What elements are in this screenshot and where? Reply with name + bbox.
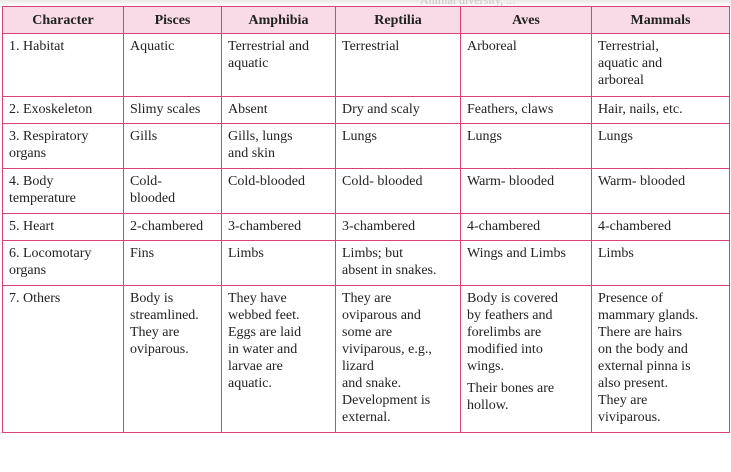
header-aves: Aves: [460, 6, 592, 34]
bleed-text: Animal diversity, ...: [420, 0, 516, 7]
row-label: 4. Body temperature: [2, 168, 124, 214]
table-row: 1. Habitat Aquatic Terrestrial and aquat…: [2, 33, 730, 97]
cell-reptilia: 3-chambered: [335, 213, 461, 241]
cell-aves: Lungs: [460, 123, 592, 169]
table-row: 7. Others Body is streamlined. They are …: [2, 285, 730, 433]
row-label: 3. Respiratory organs: [2, 123, 124, 169]
table-row: 3. Respiratory organs Gills Gills, lungs…: [2, 123, 730, 169]
cell-reptilia: They are oviparous and some are viviparo…: [335, 285, 461, 433]
cell-reptilia: Lungs: [335, 123, 461, 169]
cell-pisces: Aquatic: [123, 33, 222, 97]
aves-bones-note: Their bones are hollow.: [467, 381, 555, 413]
cell-mammals: 4-chambered: [591, 213, 730, 241]
table-row: 4. Body temperature Cold- blooded Cold-b…: [2, 168, 730, 214]
table-row: 5. Heart 2-chambered 3-chambered 3-chamb…: [2, 213, 730, 241]
header-reptilia: Reptilia: [335, 6, 461, 34]
cell-amphibia: Absent: [221, 96, 336, 124]
cell-aves: Feathers, claws: [460, 96, 592, 124]
cell-mammals: Terrestrial, aquatic and arboreal: [591, 33, 730, 97]
cell-mammals: Warm- blooded: [591, 168, 730, 214]
cell-pisces: Gills: [123, 123, 222, 169]
cell-amphibia: Terrestrial and aquatic: [221, 33, 336, 97]
cell-reptilia: Terrestrial: [335, 33, 461, 97]
cell-aves: Body is covered by feathers and forelimb…: [460, 285, 592, 433]
cell-mammals: Presence of mammary glands. There are ha…: [591, 285, 730, 433]
row-label: 7. Others: [2, 285, 124, 433]
cell-amphibia: Limbs: [221, 240, 336, 286]
cell-reptilia: Dry and scaly: [335, 96, 461, 124]
cell-mammals: Lungs: [591, 123, 730, 169]
table-row: 2. Exoskeleton Slimy scales Absent Dry a…: [2, 96, 730, 124]
cell-pisces: Cold- blooded: [123, 168, 222, 214]
cell-pisces: 2-chambered: [123, 213, 222, 241]
header-amphibia: Amphibia: [221, 6, 336, 34]
comparison-table: Character Pisces Amphibia Reptilia Aves …: [2, 6, 730, 433]
cell-aves: Wings and Limbs: [460, 240, 592, 286]
row-label: 6. Locomotary organs: [2, 240, 124, 286]
cell-amphibia: They have webbed feet. Eggs are laid in …: [221, 285, 336, 433]
header-character: Character: [2, 6, 124, 34]
cell-amphibia: Gills, lungs and skin: [221, 123, 336, 169]
cell-amphibia: Cold-blooded: [221, 168, 336, 214]
row-label: 5. Heart: [2, 213, 124, 241]
cell-amphibia: 3-chambered: [221, 213, 336, 241]
cell-pisces: Body is streamlined. They are oviparous.: [123, 285, 222, 433]
cell-aves: Arboreal: [460, 33, 592, 97]
cell-pisces: Slimy scales: [123, 96, 222, 124]
cell-aves: 4-chambered: [460, 213, 592, 241]
cell-mammals: Limbs: [591, 240, 730, 286]
cell-reptilia: Cold- blooded: [335, 168, 461, 214]
cell-aves: Warm- blooded: [460, 168, 592, 214]
cell-pisces: Fins: [123, 240, 222, 286]
row-label: 1. Habitat: [2, 33, 124, 97]
aves-others-text: Body is covered by feathers and forelimb…: [467, 291, 558, 374]
table-row: 6. Locomotary organs Fins Limbs Limbs; b…: [2, 240, 730, 286]
cell-reptilia: Limbs; but absent in snakes.: [335, 240, 461, 286]
header-mammals: Mammals: [591, 6, 730, 34]
header-pisces: Pisces: [123, 6, 222, 34]
cell-mammals: Hair, nails, etc.: [591, 96, 730, 124]
row-label: 2. Exoskeleton: [2, 96, 124, 124]
previous-page-bleed: [0, 0, 731, 6]
header-row: Character Pisces Amphibia Reptilia Aves …: [2, 6, 730, 34]
